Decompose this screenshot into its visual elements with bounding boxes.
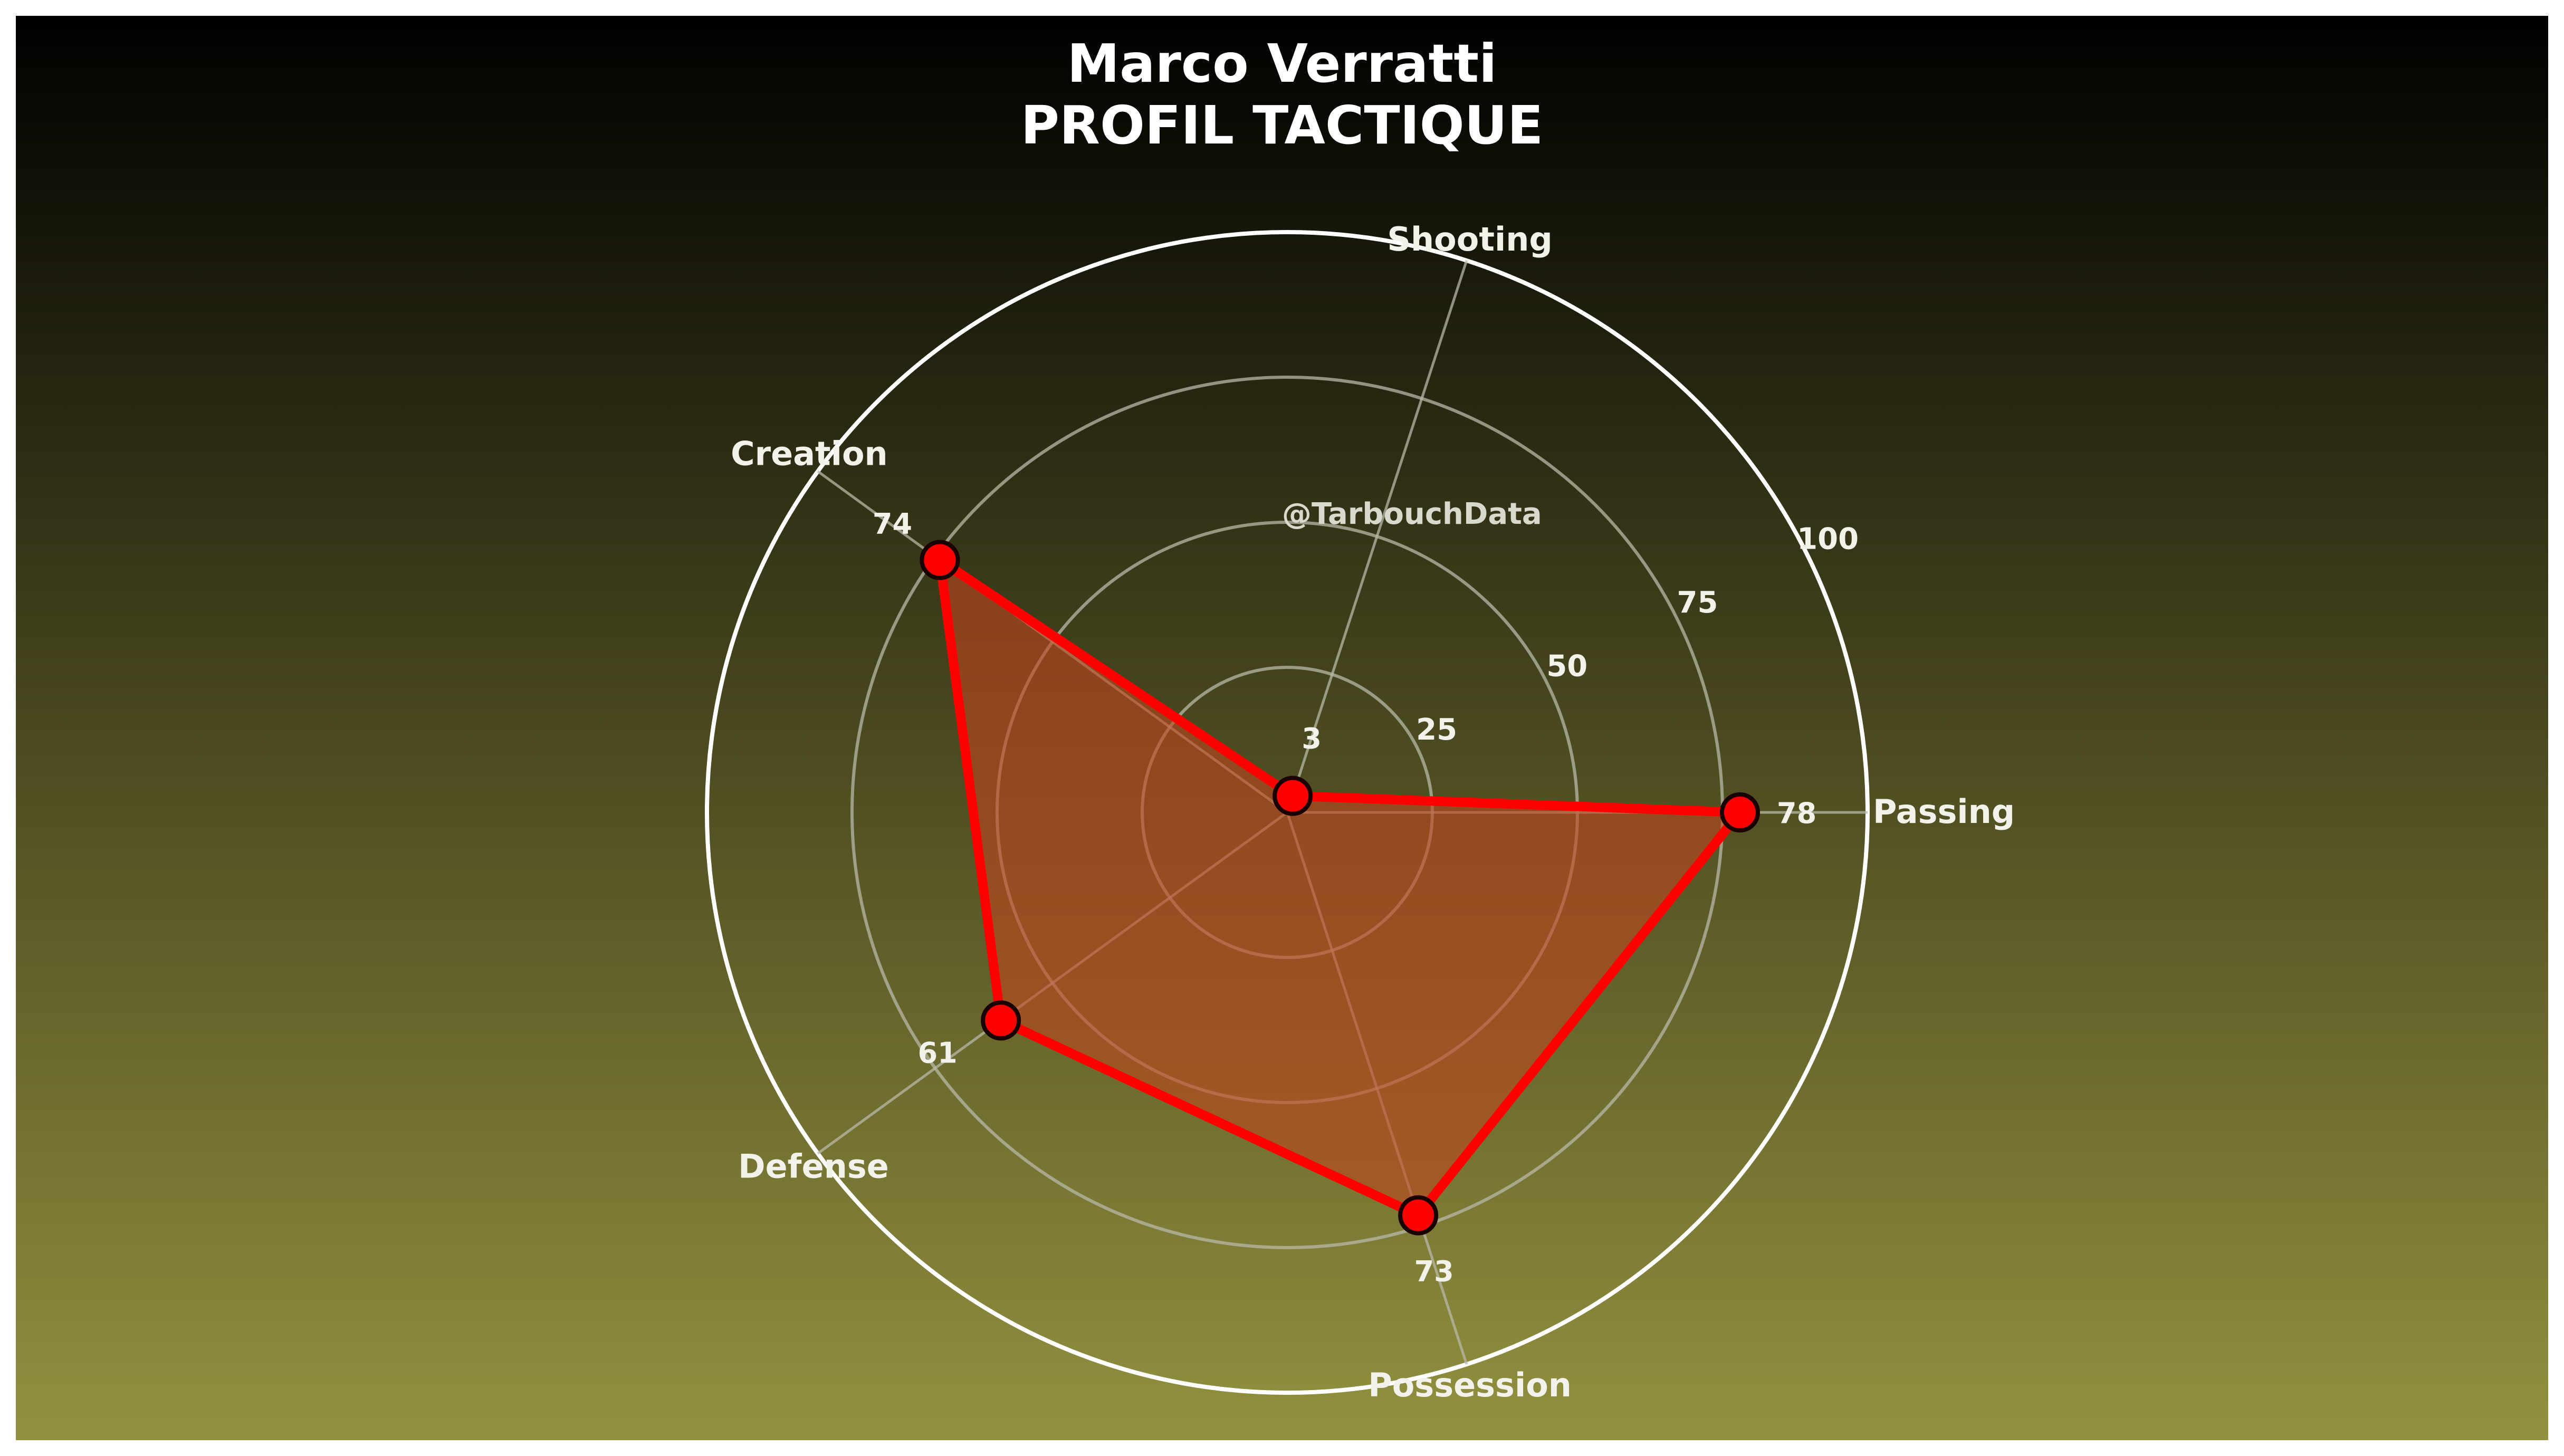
value-label-defense: 61 <box>918 1036 958 1069</box>
axis-label-passing: Passing <box>1873 792 2015 831</box>
radial-tick-label-100: 100 <box>1797 522 1859 556</box>
data-point-shooting <box>1273 775 1313 816</box>
data-point-passing <box>1720 792 1760 832</box>
radial-tick-label-75: 75 <box>1677 586 1718 620</box>
value-label-shooting: 3 <box>1302 722 1322 755</box>
value-label-passing: 78 <box>1777 797 1816 830</box>
axis-label-defense: Defense <box>738 1147 889 1185</box>
axis-label-shooting: Shooting <box>1387 220 1552 258</box>
chart-title: Marco Verratti <box>1067 33 1497 94</box>
data-point-possession <box>1398 1195 1439 1235</box>
watermark-text: @TarbouchData <box>1282 497 1542 531</box>
spoke-shooting <box>1286 260 1468 813</box>
chart-subtitle: PROFIL TACTIQUE <box>1021 94 1544 156</box>
value-label-possession: 73 <box>1414 1255 1454 1288</box>
value-label-creation: 74 <box>873 507 912 541</box>
data-point-creation <box>920 540 960 580</box>
chart-background <box>16 16 2548 1440</box>
radial-tick-label-25: 25 <box>1416 713 1457 747</box>
axis-label-possession: Possession <box>1368 1366 1572 1404</box>
series-area <box>935 555 1745 1220</box>
data-point-defense <box>981 1000 1021 1041</box>
axis-label-creation: Creation <box>731 435 888 473</box>
radial-tick-label-50: 50 <box>1546 649 1587 683</box>
